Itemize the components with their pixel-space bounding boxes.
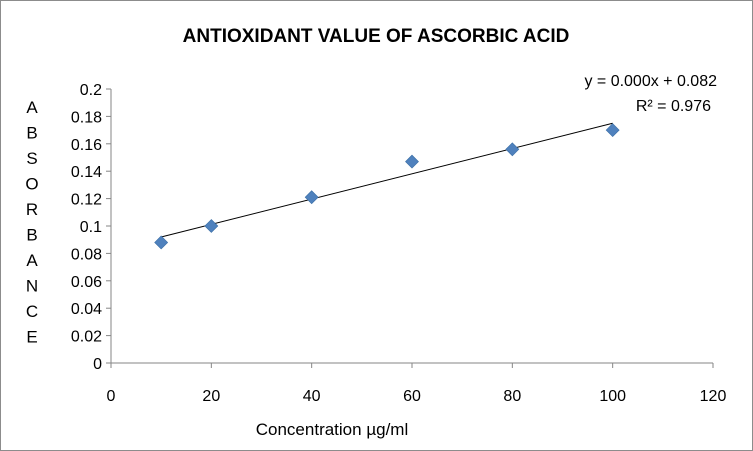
data-point [154, 235, 169, 250]
x-tick-label: 40 [303, 388, 321, 405]
data-point [505, 142, 520, 157]
y-tick-label: 0.08 [71, 246, 102, 263]
y-axis-title-letter: A [26, 98, 38, 117]
y-tick-label: 0.2 [80, 82, 102, 99]
y-axis-title-letter: B [26, 124, 37, 143]
data-point [405, 154, 419, 169]
y-axis-title-letter: O [25, 175, 38, 194]
y-axis-title-letter: S [26, 149, 37, 168]
x-tick-label: 0 [107, 388, 116, 405]
trendline-equation: y = 0.000x + 0.082 [584, 73, 717, 90]
y-tick-label: 0.16 [71, 137, 102, 154]
data-point [605, 123, 620, 138]
data-point [304, 190, 319, 205]
chart-title: ANTIOXIDANT VALUE OF ASCORBIC ACID [183, 26, 570, 47]
y-tick-label: 0.14 [71, 164, 102, 181]
x-axis-title: Concentration µg/ml [256, 420, 408, 439]
x-tick-label: 80 [503, 388, 521, 405]
y-tick-label: 0.02 [71, 329, 102, 346]
y-axis-title-letter: E [26, 328, 37, 347]
y-tick-label: 0.06 [71, 274, 102, 291]
y-axis-title-letter: B [26, 226, 37, 245]
x-tick-label: 100 [599, 388, 626, 405]
trendline [161, 122, 613, 238]
y-tick-label: 0.18 [71, 109, 102, 126]
y-axis-title-letter: A [26, 251, 38, 270]
y-axis-title-letter: C [26, 302, 38, 321]
y-tick-label: 0.1 [80, 219, 102, 236]
data-point [204, 219, 219, 233]
x-tick-label: 60 [403, 388, 421, 405]
y-tick-label: 0 [93, 356, 102, 373]
x-tick-label: 120 [700, 388, 727, 405]
y-axis-title-letter: N [26, 277, 38, 296]
y-tick-label: 0.04 [71, 301, 102, 318]
x-tick-label: 20 [202, 388, 220, 405]
trendline-r-squared: R² = 0.976 [636, 98, 711, 115]
y-tick-label: 0.12 [71, 192, 102, 209]
plot-area: 0 0.02 0.04 0.06 0.08 0.1 0.12 0.14 0.16 0.18 0.2 0… [71, 82, 727, 405]
y-axis-title-letter: R [26, 200, 38, 219]
